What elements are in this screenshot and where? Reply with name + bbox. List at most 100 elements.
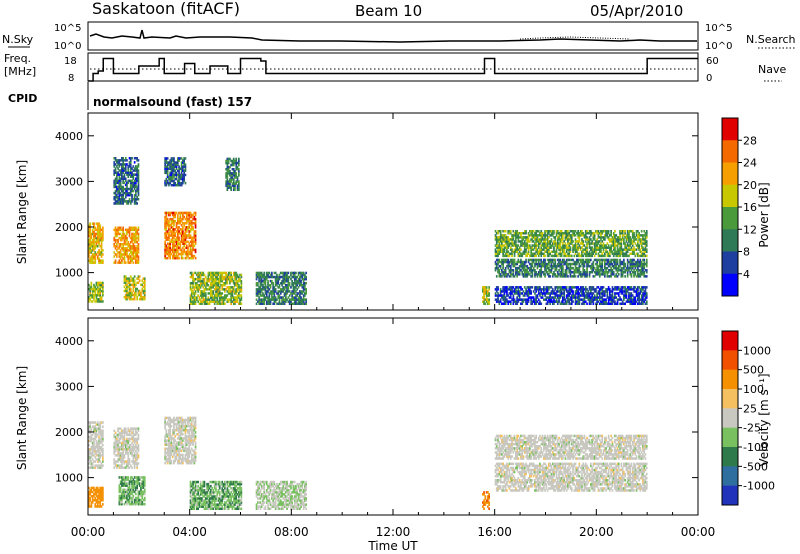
data-cell — [178, 175, 180, 179]
data-cell — [170, 179, 173, 183]
data-cell — [583, 275, 586, 278]
data-cell — [545, 244, 548, 247]
data-cell — [267, 300, 269, 303]
data-cell — [193, 215, 196, 219]
data-cell — [498, 260, 501, 264]
data-cell — [548, 250, 550, 253]
data-cell — [543, 273, 545, 276]
data-cell — [216, 290, 219, 293]
data-cell — [562, 288, 564, 291]
data-cell — [126, 238, 128, 242]
data-cell — [171, 165, 174, 168]
data-cell — [643, 242, 646, 245]
data-cell — [141, 287, 144, 291]
data-cell — [502, 250, 504, 253]
data-cell — [188, 211, 191, 215]
data-cell — [185, 252, 188, 256]
data-cell — [550, 266, 553, 270]
data-cell — [628, 244, 630, 247]
data-cell — [611, 258, 614, 262]
data-cell — [96, 285, 99, 289]
data-cell — [213, 271, 216, 275]
data-cell — [131, 277, 133, 280]
data-cell — [171, 246, 174, 250]
data-cell — [539, 250, 541, 253]
data-cell — [216, 286, 219, 289]
data-cell — [299, 275, 301, 279]
data-cell — [643, 252, 646, 255]
data-cell — [96, 300, 99, 303]
data-cell — [276, 302, 278, 305]
data-cell — [518, 296, 521, 299]
data-cell — [529, 258, 531, 262]
data-cell — [141, 295, 144, 299]
data-cell — [568, 298, 571, 301]
cpid-label: CPID — [8, 92, 37, 105]
data-cell — [583, 248, 586, 251]
data-cell — [296, 275, 299, 279]
data-cell — [137, 181, 140, 185]
data-cell — [143, 279, 146, 282]
data-cell — [581, 234, 583, 237]
data-cell — [549, 264, 551, 268]
data-cell — [512, 298, 515, 301]
data-cell — [513, 250, 516, 253]
data-cell — [590, 292, 592, 295]
data-cell — [584, 238, 587, 241]
data-cell — [119, 185, 122, 189]
data-cell — [136, 253, 138, 256]
data-cell — [299, 300, 301, 303]
data-cell — [581, 262, 583, 266]
data-cell — [507, 246, 510, 249]
data-cell — [526, 302, 529, 305]
data-cell — [498, 269, 501, 272]
data-cell — [572, 262, 574, 266]
data-cell — [596, 286, 598, 289]
data-cell — [198, 275, 201, 279]
data-cell — [218, 298, 221, 301]
data-cell — [545, 234, 548, 237]
data-cell — [576, 288, 578, 291]
data-cell — [133, 196, 136, 199]
data-cell — [610, 273, 612, 276]
data-cell — [586, 242, 588, 245]
data-cell — [567, 296, 569, 299]
data-cell — [117, 202, 119, 205]
data-cell — [240, 282, 243, 285]
data-cell — [577, 240, 579, 243]
data-cell — [114, 191, 117, 195]
data-cell — [568, 252, 571, 255]
data-cell — [600, 288, 602, 291]
data-cell — [91, 261, 94, 264]
data-cell — [579, 275, 582, 278]
data-cell — [617, 273, 620, 276]
data-cell — [607, 236, 610, 239]
data-cell — [526, 269, 529, 272]
data-cell — [554, 236, 557, 239]
data-cell — [271, 296, 273, 299]
data-cell — [293, 286, 296, 289]
data-cell — [208, 302, 211, 305]
data-cell — [578, 244, 581, 247]
data-cell — [208, 300, 211, 303]
data-cell — [569, 230, 572, 233]
data-cell — [235, 284, 238, 287]
data-cell — [262, 273, 264, 277]
data-cell — [591, 248, 593, 251]
data-cell — [591, 286, 593, 289]
data-cell — [525, 250, 527, 253]
data-cell — [164, 242, 166, 245]
data-cell — [504, 254, 507, 258]
data-cell — [232, 178, 235, 181]
data-cell — [549, 294, 551, 297]
data-cell — [236, 273, 239, 277]
data-cell — [591, 269, 593, 272]
data-cell — [629, 240, 632, 243]
data-cell — [211, 296, 213, 299]
data-cell — [559, 234, 562, 237]
data-cell — [171, 167, 174, 170]
data-cell — [183, 171, 185, 175]
data-cell — [273, 286, 276, 289]
data-cell — [122, 245, 124, 248]
data-cell — [509, 264, 512, 268]
